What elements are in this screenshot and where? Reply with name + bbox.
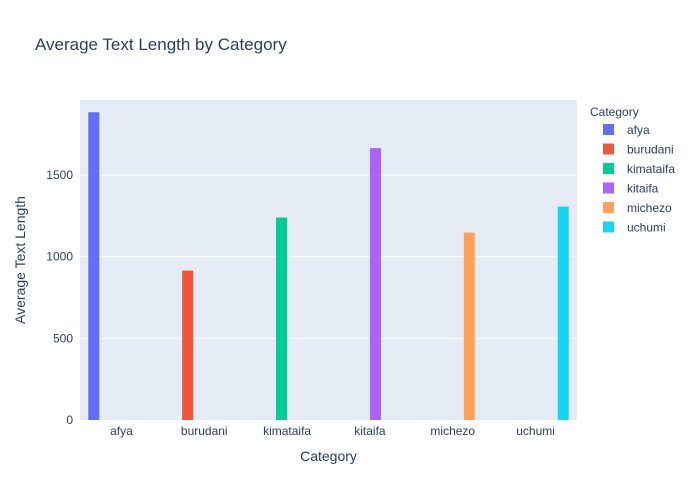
legend-item-kitaifa[interactable]: kitaifa	[603, 182, 659, 196]
y-axis-title: Average Text Length	[12, 196, 28, 324]
x-tick-label: kimataifa	[263, 424, 311, 438]
legend-label: burudani	[627, 143, 674, 157]
legend-title: Category	[590, 105, 639, 119]
x-axis-title: Category	[300, 448, 357, 464]
x-tick-label: kitaifa	[354, 424, 386, 438]
bars	[88, 112, 569, 420]
legend-item-burudani[interactable]: burudani	[603, 143, 674, 157]
bar-uchumi[interactable]	[557, 206, 569, 420]
plot-area	[80, 100, 577, 420]
y-tick-label: 500	[53, 331, 73, 345]
bar-afya[interactable]	[88, 112, 100, 420]
y-axis-ticks: 0 500 1000 1500	[46, 168, 73, 427]
legend-swatch	[603, 143, 614, 155]
y-tick-label: 1000	[46, 250, 73, 264]
gridlines	[80, 174, 577, 339]
legend-label: uchumi	[627, 221, 666, 235]
y-tick-label: 0	[66, 413, 73, 427]
y-tick-label: 1500	[46, 168, 73, 182]
legend-label: kimataifa	[627, 162, 675, 176]
legend-item-uchumi[interactable]: uchumi	[603, 221, 666, 235]
legend-swatch	[603, 221, 614, 233]
legend-item-michezo[interactable]: michezo	[603, 201, 672, 215]
x-tick-label: afya	[110, 424, 133, 438]
legend-swatch	[603, 202, 614, 213]
legend-swatch	[603, 182, 614, 194]
bar-kimataifa[interactable]	[276, 217, 288, 420]
x-tick-label: uchumi	[516, 424, 555, 438]
chart-title: Average Text Length by Category	[35, 35, 287, 54]
legend-swatch	[603, 163, 614, 174]
legend-item-kimataifa[interactable]: kimataifa	[603, 162, 675, 176]
legend[interactable]: Category afya burudani kimataifa kitaifa mic…	[590, 105, 675, 235]
legend-label: kitaifa	[627, 182, 659, 196]
bar-kitaifa[interactable]	[369, 148, 381, 420]
x-tick-label: burudani	[181, 424, 228, 438]
legend-item-afya[interactable]: afya	[603, 123, 650, 137]
x-axis-ticks: afya burudani kimataifa kitaifa michezo uchum…	[110, 424, 555, 438]
legend-swatch	[603, 124, 614, 135]
legend-label: michezo	[627, 201, 672, 215]
bar-michezo[interactable]	[463, 232, 475, 420]
x-tick-label: michezo	[430, 424, 475, 438]
bar-burudani[interactable]	[182, 270, 194, 420]
legend-label: afya	[627, 123, 650, 137]
